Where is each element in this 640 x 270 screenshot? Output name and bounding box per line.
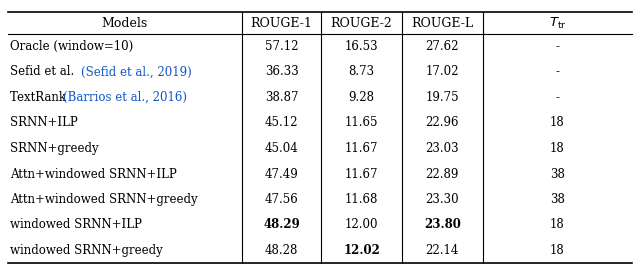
Text: SRNN+greedy: SRNN+greedy	[10, 142, 98, 155]
Text: 47.56: 47.56	[265, 193, 298, 206]
Text: 12.02: 12.02	[343, 244, 380, 257]
Text: 12.00: 12.00	[345, 218, 378, 231]
Text: 16.53: 16.53	[345, 40, 378, 53]
Text: 18: 18	[550, 218, 565, 231]
Text: 27.62: 27.62	[426, 40, 459, 53]
Text: 18: 18	[550, 116, 565, 130]
Text: Sefid et al.: Sefid et al.	[10, 66, 77, 79]
Text: ROUGE-L: ROUGE-L	[411, 17, 474, 30]
Text: 11.67: 11.67	[345, 142, 378, 155]
Text: 22.14: 22.14	[426, 244, 459, 257]
Text: TextRank: TextRank	[10, 91, 69, 104]
Text: 45.12: 45.12	[265, 116, 298, 130]
Text: (Sefid et al., 2019): (Sefid et al., 2019)	[81, 66, 192, 79]
Text: 23.80: 23.80	[424, 218, 461, 231]
Text: -: -	[556, 91, 559, 104]
Text: ROUGE-1: ROUGE-1	[251, 17, 312, 30]
Text: Attn+windowed SRNN+greedy: Attn+windowed SRNN+greedy	[10, 193, 197, 206]
Text: 36.33: 36.33	[265, 66, 298, 79]
Text: 19.75: 19.75	[426, 91, 459, 104]
Text: 48.28: 48.28	[265, 244, 298, 257]
Text: Oracle (window=10): Oracle (window=10)	[10, 40, 133, 53]
Text: 38.87: 38.87	[265, 91, 298, 104]
Text: 38: 38	[550, 193, 565, 206]
Text: 11.67: 11.67	[345, 167, 378, 181]
Text: (Barrios et al., 2016): (Barrios et al., 2016)	[63, 91, 187, 104]
Text: 11.65: 11.65	[345, 116, 378, 130]
Text: 11.68: 11.68	[345, 193, 378, 206]
Text: windowed SRNN+greedy: windowed SRNN+greedy	[10, 244, 163, 257]
Text: 57.12: 57.12	[265, 40, 298, 53]
Text: 17.02: 17.02	[426, 66, 459, 79]
Text: $T_{\mathrm{tr}}$: $T_{\mathrm{tr}}$	[548, 16, 566, 31]
Text: 47.49: 47.49	[265, 167, 298, 181]
Text: 18: 18	[550, 244, 565, 257]
Text: 18: 18	[550, 142, 565, 155]
Text: SRNN+ILP: SRNN+ILP	[10, 116, 77, 130]
Text: 23.03: 23.03	[426, 142, 459, 155]
Text: 38: 38	[550, 167, 565, 181]
Text: 48.29: 48.29	[263, 218, 300, 231]
Text: Attn+windowed SRNN+ILP: Attn+windowed SRNN+ILP	[10, 167, 177, 181]
Text: -: -	[556, 40, 559, 53]
Text: 9.28: 9.28	[349, 91, 374, 104]
Text: 22.96: 22.96	[426, 116, 459, 130]
Text: windowed SRNN+ILP: windowed SRNN+ILP	[10, 218, 141, 231]
Text: -: -	[556, 66, 559, 79]
Text: ROUGE-2: ROUGE-2	[331, 17, 392, 30]
Text: 45.04: 45.04	[265, 142, 298, 155]
Text: 23.30: 23.30	[426, 193, 459, 206]
Text: Models: Models	[102, 17, 148, 30]
Text: 8.73: 8.73	[349, 66, 374, 79]
Text: 22.89: 22.89	[426, 167, 459, 181]
